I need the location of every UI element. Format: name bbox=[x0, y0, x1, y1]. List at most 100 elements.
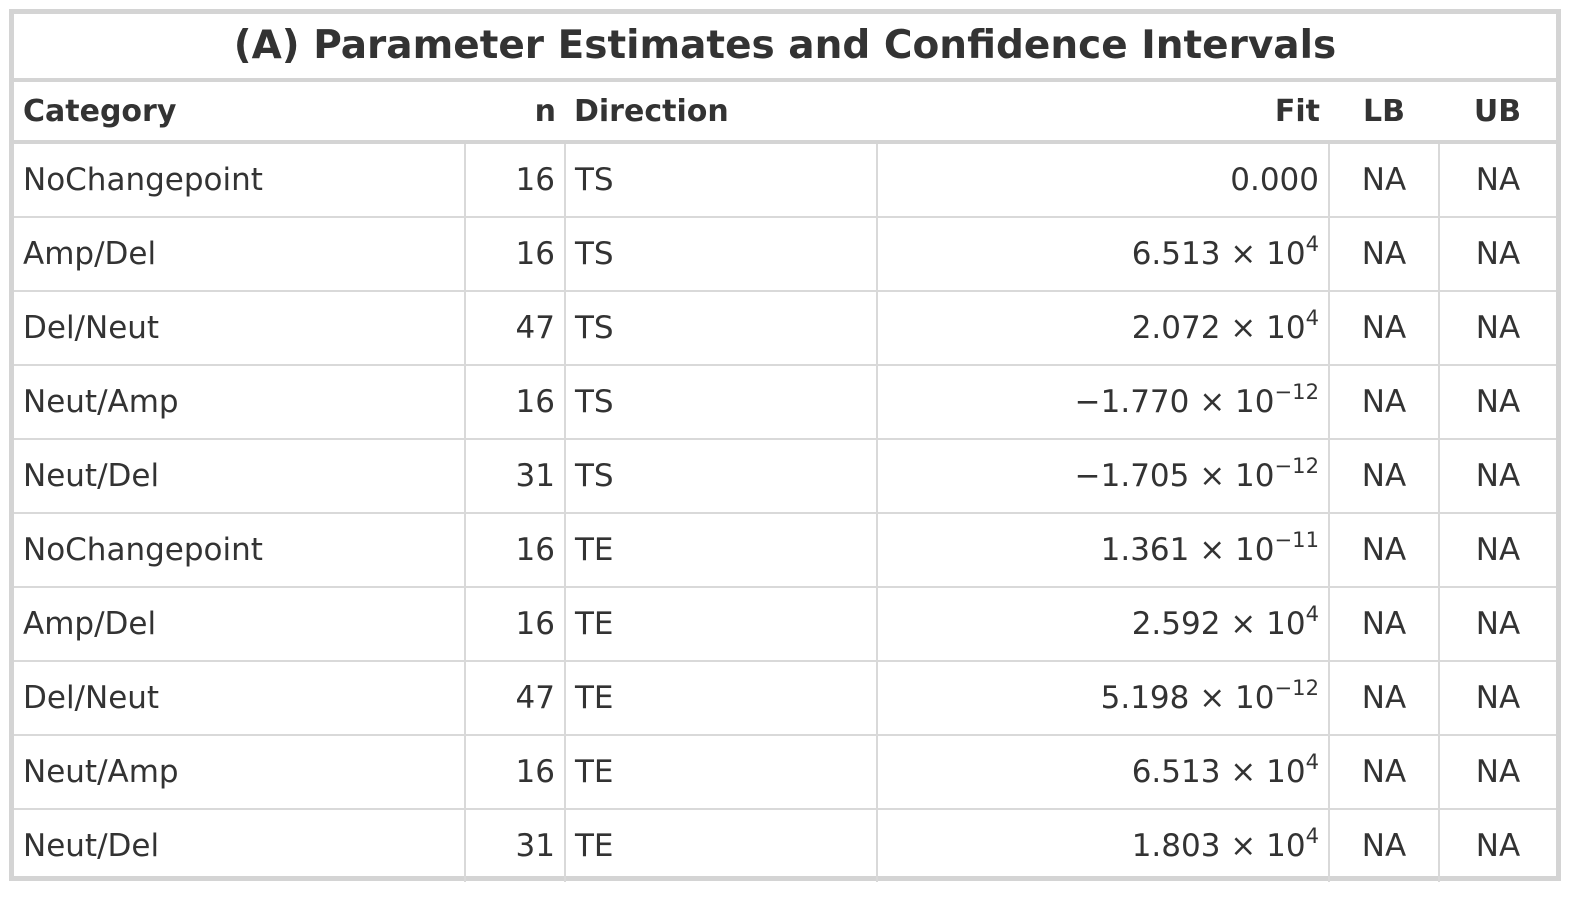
cell-ub: NA bbox=[1438, 364, 1556, 439]
fit-mantissa: −1.770 × 10 bbox=[1074, 384, 1275, 420]
header-direction: Direction bbox=[565, 82, 877, 144]
cell-n: 16 bbox=[464, 586, 565, 661]
results-table-frame: (A) Parameter Estimates and Confidence I… bbox=[9, 9, 1561, 882]
cell-category: NoChangepoint bbox=[23, 162, 263, 198]
cell-ub: NA bbox=[1438, 438, 1556, 513]
header-n: n bbox=[465, 82, 565, 144]
parameter-estimates-table: Category n Direction Fit LB UB NoChangep… bbox=[14, 82, 1556, 882]
cell-category: Neut/Del bbox=[14, 808, 465, 882]
cell-direction: TS bbox=[564, 290, 877, 365]
cell-lb: NA bbox=[1328, 290, 1439, 365]
fit-exponent: 4 bbox=[1305, 600, 1319, 626]
cell-ub: NA bbox=[1438, 290, 1556, 365]
cell-ub: NA bbox=[1438, 216, 1556, 291]
cell-direction: TE bbox=[564, 660, 877, 735]
cell-fit: 6.513 × 104 bbox=[876, 216, 1329, 291]
cell-fit: 2.072 × 104 bbox=[876, 290, 1329, 365]
header-lb: LB bbox=[1329, 82, 1439, 144]
cell-category: Neut/Amp bbox=[14, 364, 465, 439]
cell-n: 31 bbox=[464, 808, 565, 882]
fit-exponent: 4 bbox=[1305, 304, 1319, 330]
cell-n: 16 bbox=[464, 512, 565, 587]
cell-lb: NA bbox=[1328, 142, 1439, 217]
table-row: Del/Neut 47 TE 5.198 × 10−12 NA NA bbox=[14, 660, 1556, 735]
cell-ub: NA bbox=[1438, 586, 1556, 661]
fit-exponent: −12 bbox=[1274, 378, 1319, 404]
table-title: (A) Parameter Estimates and Confidence I… bbox=[14, 14, 1556, 82]
table-row: Amp/Del 16 TS 6.513 × 104 NA NA bbox=[14, 216, 1556, 291]
cell-direction: TS bbox=[564, 438, 877, 513]
fit-mantissa: 0.000 bbox=[1230, 162, 1319, 198]
cell-direction: TS bbox=[564, 216, 877, 291]
header-fit: Fit bbox=[877, 82, 1329, 144]
cell-n: 16 bbox=[464, 734, 565, 809]
cell-n: 16 bbox=[464, 364, 565, 439]
cell-fit: −1.705 × 10−12 bbox=[876, 438, 1329, 513]
fit-exponent: −12 bbox=[1274, 452, 1319, 478]
cell-lb: NA bbox=[1328, 808, 1439, 882]
fit-mantissa: 2.072 × 10 bbox=[1131, 310, 1306, 346]
cell-fit: 0.000 bbox=[876, 142, 1329, 217]
fit-mantissa: 1.803 × 10 bbox=[1131, 828, 1306, 864]
cell-lb: NA bbox=[1328, 512, 1439, 587]
cell-category: Del/Neut bbox=[14, 290, 465, 365]
cell-ub: NA bbox=[1438, 734, 1556, 809]
fit-mantissa: 6.513 × 10 bbox=[1131, 754, 1306, 790]
fit-mantissa: 6.513 × 10 bbox=[1131, 236, 1306, 272]
cell-ub: NA bbox=[1438, 512, 1556, 587]
table-row: Neut/Del 31 TS −1.705 × 10−12 NA NA bbox=[14, 438, 1556, 513]
cell-direction: TE bbox=[564, 512, 877, 587]
fit-mantissa: −1.705 × 10 bbox=[1074, 458, 1275, 494]
header-category: Category bbox=[14, 82, 465, 144]
cell-ub: NA bbox=[1438, 660, 1556, 735]
table-body: NoChangepoint 16 TS 0.000 NA NA Amp/Del 16 TS 6.5… bbox=[14, 142, 1556, 882]
table-row: Neut/Amp 16 TS −1.770 × 10−12 NA NA bbox=[14, 364, 1556, 439]
cell-fit: 2.592 × 104 bbox=[876, 586, 1329, 661]
cell-direction: TE bbox=[564, 734, 877, 809]
cell-ub: NA bbox=[1438, 142, 1556, 217]
table-row: Neut/Del 31 TE 1.803 × 104 NA NA bbox=[14, 808, 1556, 882]
fit-mantissa: 2.592 × 10 bbox=[1131, 606, 1306, 642]
cell-n: 31 bbox=[464, 438, 565, 513]
cell-n: 47 bbox=[464, 660, 565, 735]
cell-n: 47 bbox=[464, 290, 565, 365]
cell-category: Neut/Amp bbox=[14, 734, 465, 809]
cell-category: Amp/Del bbox=[14, 216, 465, 291]
cell-fit: 1.361 × 10−11 bbox=[876, 512, 1329, 587]
table-row: NoChangepoint 16 TE 1.361 × 10−11 NA NA bbox=[14, 512, 1556, 587]
header-row: Category n Direction Fit LB UB bbox=[14, 82, 1556, 144]
fit-exponent: 4 bbox=[1305, 822, 1319, 848]
cell-lb: NA bbox=[1328, 660, 1439, 735]
cell-category: Del/Neut bbox=[14, 660, 465, 735]
fit-exponent: −11 bbox=[1274, 526, 1319, 552]
cell-lb: NA bbox=[1328, 216, 1439, 291]
cell-category: Amp/Del bbox=[14, 586, 465, 661]
cell-direction: TE bbox=[564, 808, 877, 882]
cell-fit: 1.803 × 104 bbox=[876, 808, 1329, 882]
fit-exponent: −12 bbox=[1274, 674, 1319, 700]
table-row: Neut/Amp 16 TE 6.513 × 104 NA NA bbox=[14, 734, 1556, 809]
cell-fit: 5.198 × 10−12 bbox=[876, 660, 1329, 735]
cell-lb: NA bbox=[1328, 364, 1439, 439]
cell-ub: NA bbox=[1438, 808, 1556, 882]
cell-category: Neut/Del bbox=[14, 438, 465, 513]
cell-fit: −1.770 × 10−12 bbox=[876, 364, 1329, 439]
cell-direction: TE bbox=[564, 586, 877, 661]
fit-exponent: 4 bbox=[1305, 748, 1319, 774]
cell-lb: NA bbox=[1328, 586, 1439, 661]
cell-lb: NA bbox=[1328, 438, 1439, 513]
cell-direction: TS bbox=[564, 364, 877, 439]
cell-fit: 6.513 × 104 bbox=[876, 734, 1329, 809]
fit-mantissa: 1.361 × 10 bbox=[1100, 532, 1275, 568]
header-ub: UB bbox=[1439, 82, 1556, 144]
table-row: Del/Neut 47 TS 2.072 × 104 NA NA bbox=[14, 290, 1556, 365]
cell-lb: NA bbox=[1328, 734, 1439, 809]
cell-n: 16 bbox=[464, 142, 565, 217]
fit-exponent: 4 bbox=[1305, 230, 1319, 256]
cell-n: 16 bbox=[464, 216, 565, 291]
cell-category: NoChangepoint bbox=[14, 512, 465, 587]
cell-direction: TS bbox=[564, 142, 877, 217]
fit-mantissa: 5.198 × 10 bbox=[1100, 680, 1275, 716]
table-row: NoChangepoint 16 TS 0.000 NA NA bbox=[14, 142, 1556, 217]
table-row: Amp/Del 16 TE 2.592 × 104 NA NA bbox=[14, 586, 1556, 661]
